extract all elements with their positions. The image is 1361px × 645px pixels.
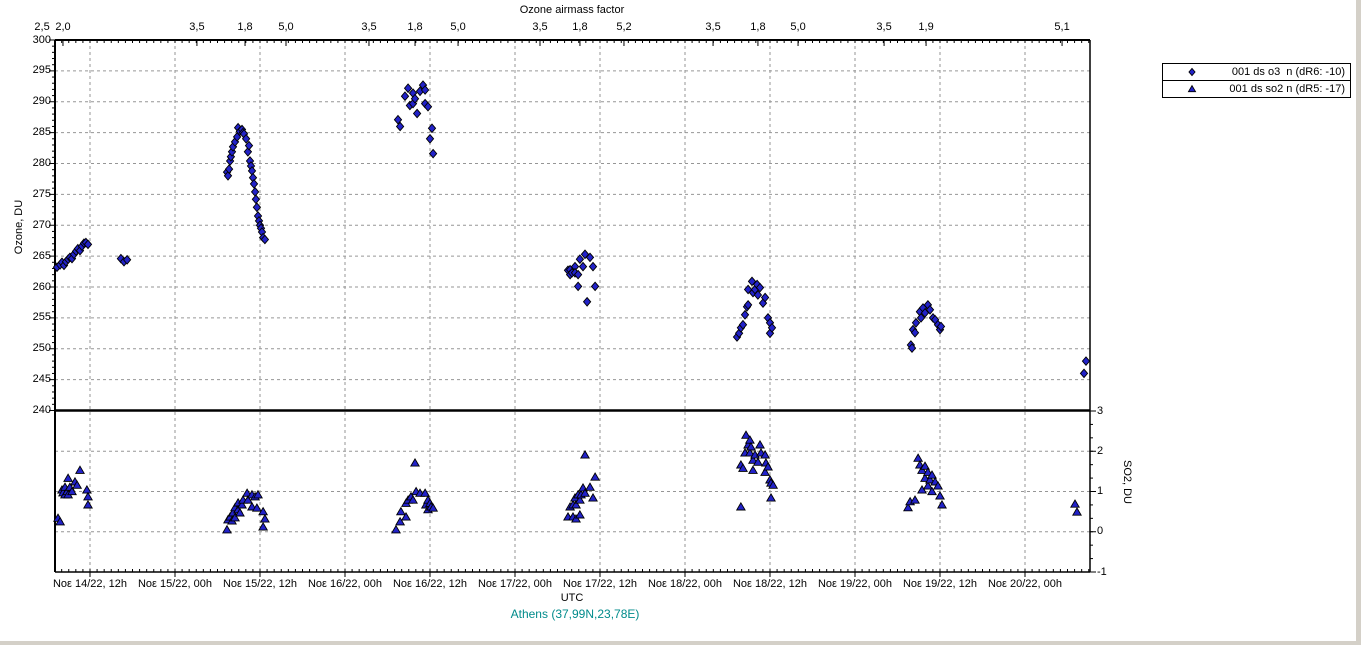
ozone-tick-label: 255 xyxy=(32,311,51,324)
ozone-tick-label: 265 xyxy=(32,249,51,262)
top-axis-tick-label: 5,0 xyxy=(278,21,294,33)
date-tick-label: Νοε 18/22, 12h xyxy=(732,578,808,590)
so2-tick-label: 1 xyxy=(1097,485,1104,497)
ozone-series xyxy=(52,80,1091,379)
ozone-tick-label: 260 xyxy=(32,280,51,293)
station-label: Athens (37,99N,23,78E) xyxy=(510,607,640,621)
date-tick-label: Νοε 14/22, 12h xyxy=(52,578,128,590)
ozone-tick-label: 245 xyxy=(32,373,51,386)
triangle-icon xyxy=(1163,83,1221,95)
so2-tick-label: -1 xyxy=(1097,565,1107,578)
top-axis-tick-label: 2,5 xyxy=(34,21,50,33)
ozone-tick-label: 280 xyxy=(32,157,51,169)
so2-axis-label: SO2, DU xyxy=(1121,459,1133,504)
date-tick-label: Νοε 16/22, 00h xyxy=(307,578,383,590)
date-tick-label: Νοε 17/22, 00h xyxy=(477,578,553,590)
date-tick-label: Νοε 15/22, 00h xyxy=(137,578,213,590)
top-axis-tick-label: 5,0 xyxy=(790,21,806,33)
legend-label-so2: 001 ds so2 n (dR5: -17) xyxy=(1229,83,1345,95)
date-tick-label: Νοε 18/22, 00h xyxy=(647,578,723,590)
date-tick-label: Νοε 15/22, 12h xyxy=(222,578,298,590)
legend-label-ozone: 001 ds o3 n (dR6: -10) xyxy=(1231,66,1345,78)
legend-row-so2: 001 ds so2 n (dR5: -17) xyxy=(1162,80,1351,98)
top-axis-tick-label: 2,0 xyxy=(55,21,71,33)
so2-tick-label: 2 xyxy=(1097,444,1104,457)
top-axis-tick-label: 3,5 xyxy=(876,21,892,33)
ozone-tick-label: 275 xyxy=(32,187,51,200)
top-axis-tick-label: 1,8 xyxy=(407,21,423,33)
ozone-tick-label: 300 xyxy=(32,33,51,46)
ozone-tick-label: 250 xyxy=(32,342,51,355)
top-axis-tick-label: 3,5 xyxy=(361,21,377,33)
so2-series xyxy=(53,430,1082,534)
ozone-tick-label: 295 xyxy=(32,64,51,77)
legend: 001 ds o3 n (dR6: -10) 001 ds so2 n (dR5… xyxy=(1162,63,1351,98)
top-axis-tick-label: 3,5 xyxy=(189,21,205,33)
diamond-icon xyxy=(1163,66,1221,78)
legend-row-ozone: 001 ds o3 n (dR6: -10) xyxy=(1162,63,1351,81)
top-axis-tick-label: 1,8 xyxy=(572,21,588,33)
so2-tick-label: 3 xyxy=(1097,404,1104,417)
top-axis-title: Ozone airmass factor xyxy=(519,4,625,16)
top-axis-tick-label: 1,8 xyxy=(750,21,766,33)
top-axis-tick-label: 1,8 xyxy=(237,21,253,33)
ozone-tick-label: 285 xyxy=(32,126,51,139)
top-axis-tick-label: 5,1 xyxy=(1054,21,1070,33)
ozone-tick-label: 240 xyxy=(32,404,51,416)
date-tick-label: Νοε 17/22, 12h xyxy=(562,578,638,590)
top-axis-tick-label: 5,0 xyxy=(450,21,466,33)
date-tick-label: Νοε 20/22, 00h xyxy=(987,578,1063,590)
date-tick-label: Νοε 19/22, 12h xyxy=(902,578,978,590)
ozone-tick-label: 270 xyxy=(32,218,51,231)
date-tick-label: Νοε 16/22, 12h xyxy=(392,578,468,590)
x-axis-label: UTC xyxy=(560,592,584,604)
top-axis-tick-label: 3,5 xyxy=(532,21,548,33)
ozone-tick-label: 290 xyxy=(32,95,51,108)
date-tick-label: Νοε 19/22, 00h xyxy=(817,578,893,590)
so2-tick-label: 0 xyxy=(1097,525,1104,538)
ozone-axis-label: Ozone, DU xyxy=(13,199,25,255)
top-axis-tick-label: 5,2 xyxy=(616,21,632,33)
top-axis-tick-label: 3,5 xyxy=(705,21,721,33)
top-axis-tick-label: 1,9 xyxy=(918,21,934,33)
